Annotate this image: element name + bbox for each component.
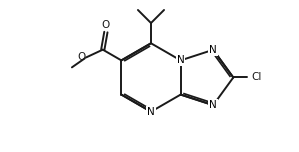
Text: O: O [77,52,85,62]
Text: N: N [209,45,217,55]
Text: N: N [177,55,184,65]
Text: Cl: Cl [251,73,262,83]
Text: O: O [102,20,110,30]
Text: N: N [147,107,155,117]
Text: N: N [209,100,217,110]
